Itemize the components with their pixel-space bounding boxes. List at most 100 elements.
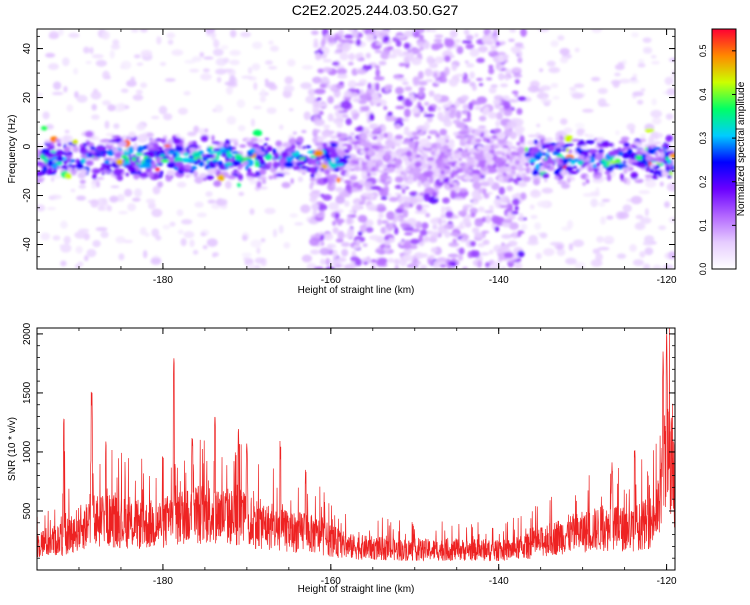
heatmap-cell: [206, 32, 217, 37]
heatmap-cell: [102, 100, 111, 106]
heatmap-cell: [316, 204, 328, 211]
heatmap-cell: [393, 75, 400, 80]
heatmap-cell: [665, 143, 669, 151]
heatmap-cell: [543, 139, 551, 144]
heatmap-cell: [340, 133, 348, 139]
heatmap-cell: [450, 171, 455, 179]
heatmap-cell: [280, 150, 289, 159]
heatmap-cell: [401, 188, 406, 194]
heatmap-cell: [542, 96, 547, 100]
heatmap-cell: [189, 165, 198, 171]
heatmap-cell: [410, 238, 420, 245]
heatmap-cell: [431, 44, 441, 51]
heatmap-cell: [135, 166, 140, 173]
heatmap-cell: [511, 90, 519, 95]
heatmap-cell: [95, 227, 108, 232]
heatmap-cell: [428, 255, 434, 260]
heatmap-cell: [172, 137, 182, 145]
heatmap-cell: [113, 123, 120, 130]
heatmap-cell: [393, 258, 400, 265]
heatmap-cell: [517, 250, 525, 258]
heatmap-cell: [447, 253, 459, 258]
heatmap-cell: [334, 212, 340, 219]
heatmap-cell: [92, 240, 101, 248]
heatmap-cell: [527, 140, 535, 146]
heatmap-cell: [472, 169, 481, 175]
heatmap-cell: [603, 235, 615, 245]
heatmap-cell: [225, 143, 229, 147]
heatmap-cell: [347, 61, 354, 66]
heatmap-cell: [142, 145, 148, 150]
heatmap-panel: -180 -160 -140 -120 -40 -20 0 20 40 Height of s…: [7, 28, 677, 296]
heatmap-cell: [509, 29, 517, 33]
heatmap-cell: [130, 76, 136, 84]
heatmap-cell: [614, 64, 625, 71]
heatmap-cell: [329, 142, 337, 146]
heatmap-cell: [411, 57, 422, 66]
heatmap-cell: [520, 192, 527, 200]
heatmap-cell: [257, 151, 266, 155]
heatmap-cell: [666, 88, 675, 96]
heatmap-cell: [72, 146, 79, 153]
heatmap-cell: [328, 202, 340, 211]
heatmap-cell: [423, 193, 431, 202]
heatmap-cell: [241, 75, 253, 79]
heatmap-cell: [162, 113, 173, 121]
heatmap-cell: [305, 145, 311, 149]
heatmap-cell: [416, 41, 425, 47]
heatmap-cell: [175, 146, 184, 153]
heatmap-cell: [644, 174, 654, 178]
heatmap-cell: [71, 139, 78, 145]
heatmap-cell: [402, 117, 410, 122]
heatmap-cell: [483, 29, 491, 35]
heatmap-cell: [552, 96, 560, 100]
heatmap-cell: [37, 92, 44, 97]
heatmap-cell: [444, 38, 455, 48]
heatmap-cell: [294, 222, 304, 226]
heatmap-cell: [444, 165, 451, 169]
heatmap-cell: [469, 71, 475, 79]
heatmap-cell: [90, 91, 102, 100]
heatmap-cell: [144, 157, 153, 164]
heatmap-cell: [107, 104, 116, 112]
heatmap-cell: [263, 143, 268, 146]
heatmap-cell: [324, 169, 331, 175]
heatmap-cell: [343, 155, 351, 159]
heatmap-cell: [441, 76, 448, 83]
heatmap-cell: [70, 188, 76, 193]
heatmap-cell: [207, 199, 216, 204]
heatmap-cell: [565, 148, 570, 153]
heatmap-cell: [545, 153, 550, 157]
heatmap-cell: [91, 182, 97, 190]
heatmap-cell: [297, 144, 301, 148]
heatmap-cell: [643, 263, 651, 269]
heatmap-cell: [554, 169, 559, 176]
heatmap-cell: [259, 168, 267, 176]
heatmap-cell: [168, 148, 176, 152]
heatmap-cell: [514, 262, 523, 269]
heatmap-cell: [417, 80, 428, 86]
heatmap-cell: [606, 173, 612, 182]
heatmap-cell: [217, 174, 225, 182]
heatmap-cell: [350, 141, 361, 145]
heatmap-cell: [376, 260, 386, 267]
heatmap-cell: [461, 40, 473, 44]
heatmap-cell: [425, 170, 431, 177]
heatmap-cell: [192, 249, 199, 255]
heatmap-cell: [543, 161, 548, 169]
heatmap-cell: [645, 167, 651, 172]
heatmap-cell: [149, 171, 154, 179]
heatmap-cell: [420, 264, 428, 269]
heatmap-cell: [355, 239, 361, 245]
heatmap-cell: [541, 138, 547, 146]
heatmap-cell: [431, 167, 441, 174]
heatmap-cell: [216, 76, 222, 83]
heatmap-cell: [570, 176, 576, 182]
heatmap-cell: [155, 138, 162, 142]
heatmap-cell: [439, 173, 447, 179]
heatmap-cell: [353, 244, 361, 250]
heatmap-cell: [548, 145, 555, 152]
heatmap-cell: [327, 36, 335, 44]
heatmap-cell: [489, 178, 495, 186]
heatmap-cell: [622, 204, 632, 213]
